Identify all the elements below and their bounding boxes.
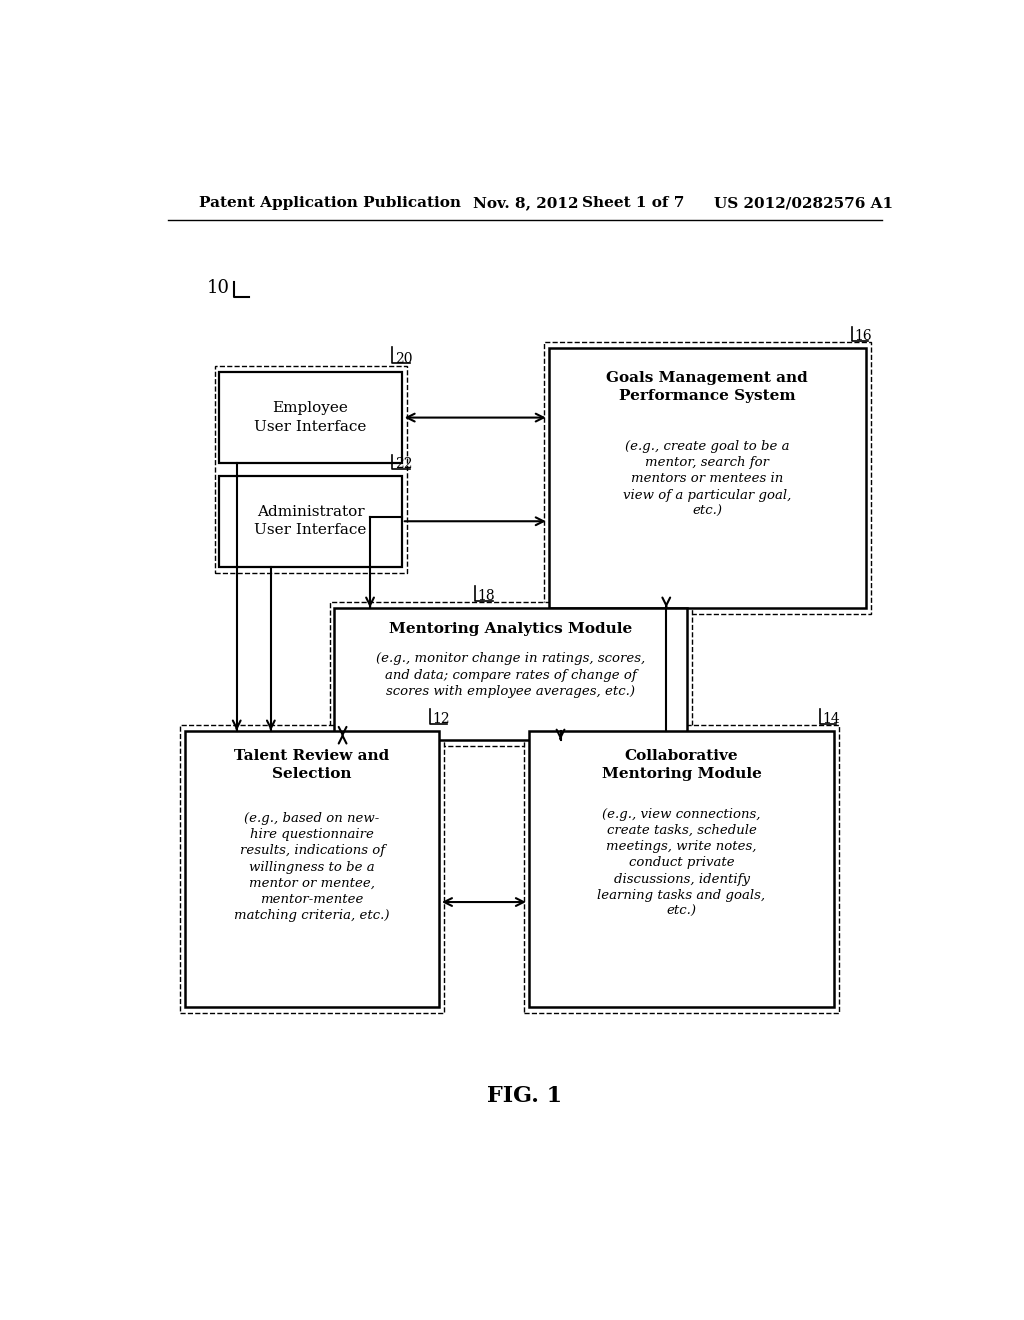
Text: FIG. 1: FIG. 1 xyxy=(487,1085,562,1106)
Bar xyxy=(528,731,835,1007)
Text: 16: 16 xyxy=(854,330,871,343)
Text: Goals Management and
Performance System: Goals Management and Performance System xyxy=(606,371,808,403)
Text: Administrator
User Interface: Administrator User Interface xyxy=(254,506,367,537)
Bar xyxy=(180,725,443,1014)
Text: Employee
User Interface: Employee User Interface xyxy=(254,401,367,434)
Text: 22: 22 xyxy=(394,458,412,471)
Bar xyxy=(330,602,692,746)
Text: Nov. 8, 2012: Nov. 8, 2012 xyxy=(473,197,579,210)
Bar xyxy=(185,731,439,1007)
Text: 10: 10 xyxy=(207,280,229,297)
Text: (e.g., monitor change in ratings, scores,
and data; compare rates of change of
s: (e.g., monitor change in ratings, scores… xyxy=(376,652,645,698)
Bar xyxy=(544,342,870,614)
Bar xyxy=(214,366,407,573)
Text: 12: 12 xyxy=(432,711,450,726)
Text: Patent Application Publication: Patent Application Publication xyxy=(200,197,462,210)
Bar xyxy=(334,607,687,739)
Text: Talent Review and
Selection: Talent Review and Selection xyxy=(234,748,390,780)
Text: (e.g., create goal to be a
mentor, search for
mentors or mentees in
view of a pa: (e.g., create goal to be a mentor, searc… xyxy=(624,440,792,517)
Text: (e.g., based on new-
hire questionnaire
results, indications of
willingness to b: (e.g., based on new- hire questionnaire … xyxy=(234,812,390,923)
Text: 20: 20 xyxy=(394,351,412,366)
Text: Sheet 1 of 7: Sheet 1 of 7 xyxy=(582,197,684,210)
Text: 14: 14 xyxy=(822,711,840,726)
Text: Collaborative
Mentoring Module: Collaborative Mentoring Module xyxy=(601,748,762,780)
Bar xyxy=(219,475,401,568)
Bar xyxy=(219,372,401,463)
Bar xyxy=(549,348,866,607)
Text: 18: 18 xyxy=(477,589,496,602)
Text: (e.g., view connections,
create tasks, schedule
meetings, write notes,
conduct p: (e.g., view connections, create tasks, s… xyxy=(597,808,766,919)
Text: US 2012/0282576 A1: US 2012/0282576 A1 xyxy=(714,197,893,210)
Bar xyxy=(524,725,839,1014)
Text: Mentoring Analytics Module: Mentoring Analytics Module xyxy=(389,622,633,636)
